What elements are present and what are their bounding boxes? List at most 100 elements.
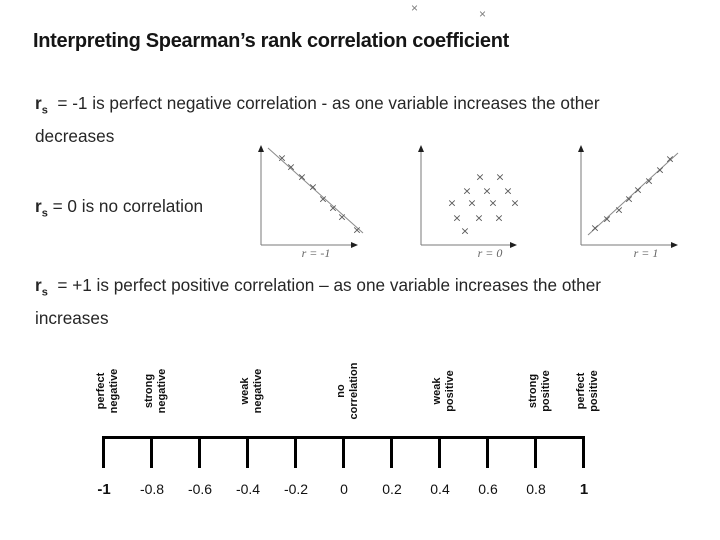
statement-no-correlation: rs = 0 is no correlation — [35, 193, 657, 226]
scale-axis-line — [103, 436, 585, 439]
region-label-line: strong — [143, 373, 155, 409]
scale-tick — [246, 436, 249, 468]
scale-tick — [534, 436, 537, 468]
scatter-mark: × — [495, 171, 504, 184]
scatter-mark: × — [452, 212, 461, 225]
scatter-mark: × — [614, 204, 623, 217]
scatter-mark: × — [460, 225, 469, 238]
y-axis-arrow-icon — [418, 145, 424, 152]
statement-text: = +1 is perfect positive correlation – a… — [35, 275, 606, 329]
scatter-mark: × — [462, 185, 471, 198]
scale-tick — [342, 436, 345, 468]
region-label-line: strong — [527, 373, 539, 409]
scale-tick-label: -0.6 — [187, 481, 213, 497]
scale-tick-label: 1 — [579, 481, 589, 498]
scale-region-label: perfect positive — [575, 351, 600, 431]
scale-tick — [486, 436, 489, 468]
scatter-mark: × — [633, 184, 642, 197]
r-subscript: s — [41, 286, 48, 299]
statement-text: = 0 is no correlation — [47, 196, 204, 216]
scatter-mark: × — [352, 224, 361, 237]
scale-region-label: perfect negative — [95, 351, 120, 431]
scatter-mark: × — [318, 193, 327, 206]
scale-tick-label: -1 — [97, 481, 111, 498]
scale-region-label: weak negative — [239, 351, 264, 431]
region-label-line: no — [335, 384, 347, 398]
stray-cross-mark: × — [411, 1, 419, 15]
region-label-line: weak — [431, 377, 443, 405]
scale-tick-label: -0.2 — [283, 481, 309, 497]
scatter-mark: × — [277, 152, 286, 165]
scatter-mark: × — [337, 211, 346, 224]
region-label-line: weak — [239, 377, 251, 405]
scale-tick — [150, 436, 153, 468]
scale-tick — [582, 436, 585, 468]
region-label-line: correlation — [347, 362, 360, 420]
trend-line — [587, 152, 679, 236]
stray-cross-mark: × — [479, 7, 487, 21]
scale-tick-label: 0.6 — [478, 481, 498, 497]
region-label-line: positive — [443, 370, 456, 412]
scale-region-label: no correlation — [335, 351, 360, 431]
statement-perfect-negative: rs = -1 is perfect negative correlation … — [35, 90, 657, 149]
scale-tick — [294, 436, 297, 468]
scale-tick — [198, 436, 201, 468]
scale-tick-label: 0 — [340, 481, 348, 497]
scatter-mark: × — [308, 181, 317, 194]
scatter-mark: × — [488, 197, 497, 210]
plot-caption: r = 0 — [478, 246, 503, 260]
scale-tick-label: 0.4 — [430, 481, 450, 497]
scatter-mark: × — [447, 197, 456, 210]
x-axis-arrow-icon — [351, 242, 358, 248]
scatter-mark: × — [503, 185, 512, 198]
r-symbol: r — [35, 93, 42, 113]
scale-region-label: strong positive — [527, 351, 552, 431]
scatter-mark: × — [475, 171, 484, 184]
scatter-mark: × — [467, 197, 476, 210]
scatter-mark: × — [474, 212, 483, 225]
r-subscript: s — [41, 207, 48, 220]
region-label-line: positive — [587, 370, 600, 412]
scale-tick-label: -0.4 — [235, 481, 261, 497]
scale-region-label: weak positive — [431, 351, 456, 431]
trend-line — [267, 147, 364, 234]
scale-tick-label: 0.8 — [526, 481, 546, 497]
scatter-mark: × — [297, 171, 306, 184]
region-label-line: positive — [539, 370, 552, 412]
scatter-mark: × — [665, 153, 674, 166]
r-subscript: s — [41, 104, 48, 117]
scatter-mark: × — [328, 202, 337, 215]
scale-region-label: strong negative — [143, 351, 168, 431]
scatter-mark: × — [655, 164, 664, 177]
scatter-mark: × — [590, 222, 599, 235]
scale-tick-label: 0.2 — [382, 481, 402, 497]
scatter-mark: × — [602, 213, 611, 226]
region-label-line: perfect — [575, 372, 587, 410]
scatter-mark: × — [644, 175, 653, 188]
scale-tick — [438, 436, 441, 468]
region-label-line: negative — [251, 368, 264, 414]
x-axis-arrow-icon — [671, 242, 678, 248]
y-axis-arrow-icon — [258, 145, 264, 152]
scatter-mark: × — [624, 193, 633, 206]
region-label-line: perfect — [95, 372, 107, 410]
scale-tick-label: -0.8 — [139, 481, 165, 497]
statement-text: = -1 is perfect negative correlation - a… — [35, 93, 605, 147]
scatter-mark: × — [482, 185, 491, 198]
statement-perfect-positive: rs = +1 is perfect positive correlation … — [35, 272, 657, 331]
scale-tick — [102, 436, 105, 468]
r-symbol: r — [35, 196, 42, 216]
plot-caption: r = 1 — [634, 246, 659, 260]
region-label-line: negative — [155, 368, 168, 414]
x-axis-arrow-icon — [510, 242, 517, 248]
scatter-mark: × — [286, 161, 295, 174]
region-label-line: negative — [107, 368, 120, 414]
scale-tick — [390, 436, 393, 468]
scatter-mark: × — [510, 197, 519, 210]
scatter-mark: × — [494, 212, 503, 225]
slide-title: Interpreting Spearman’s rank correlation… — [33, 30, 510, 52]
r-symbol: r — [35, 275, 42, 295]
y-axis-arrow-icon — [578, 145, 584, 152]
